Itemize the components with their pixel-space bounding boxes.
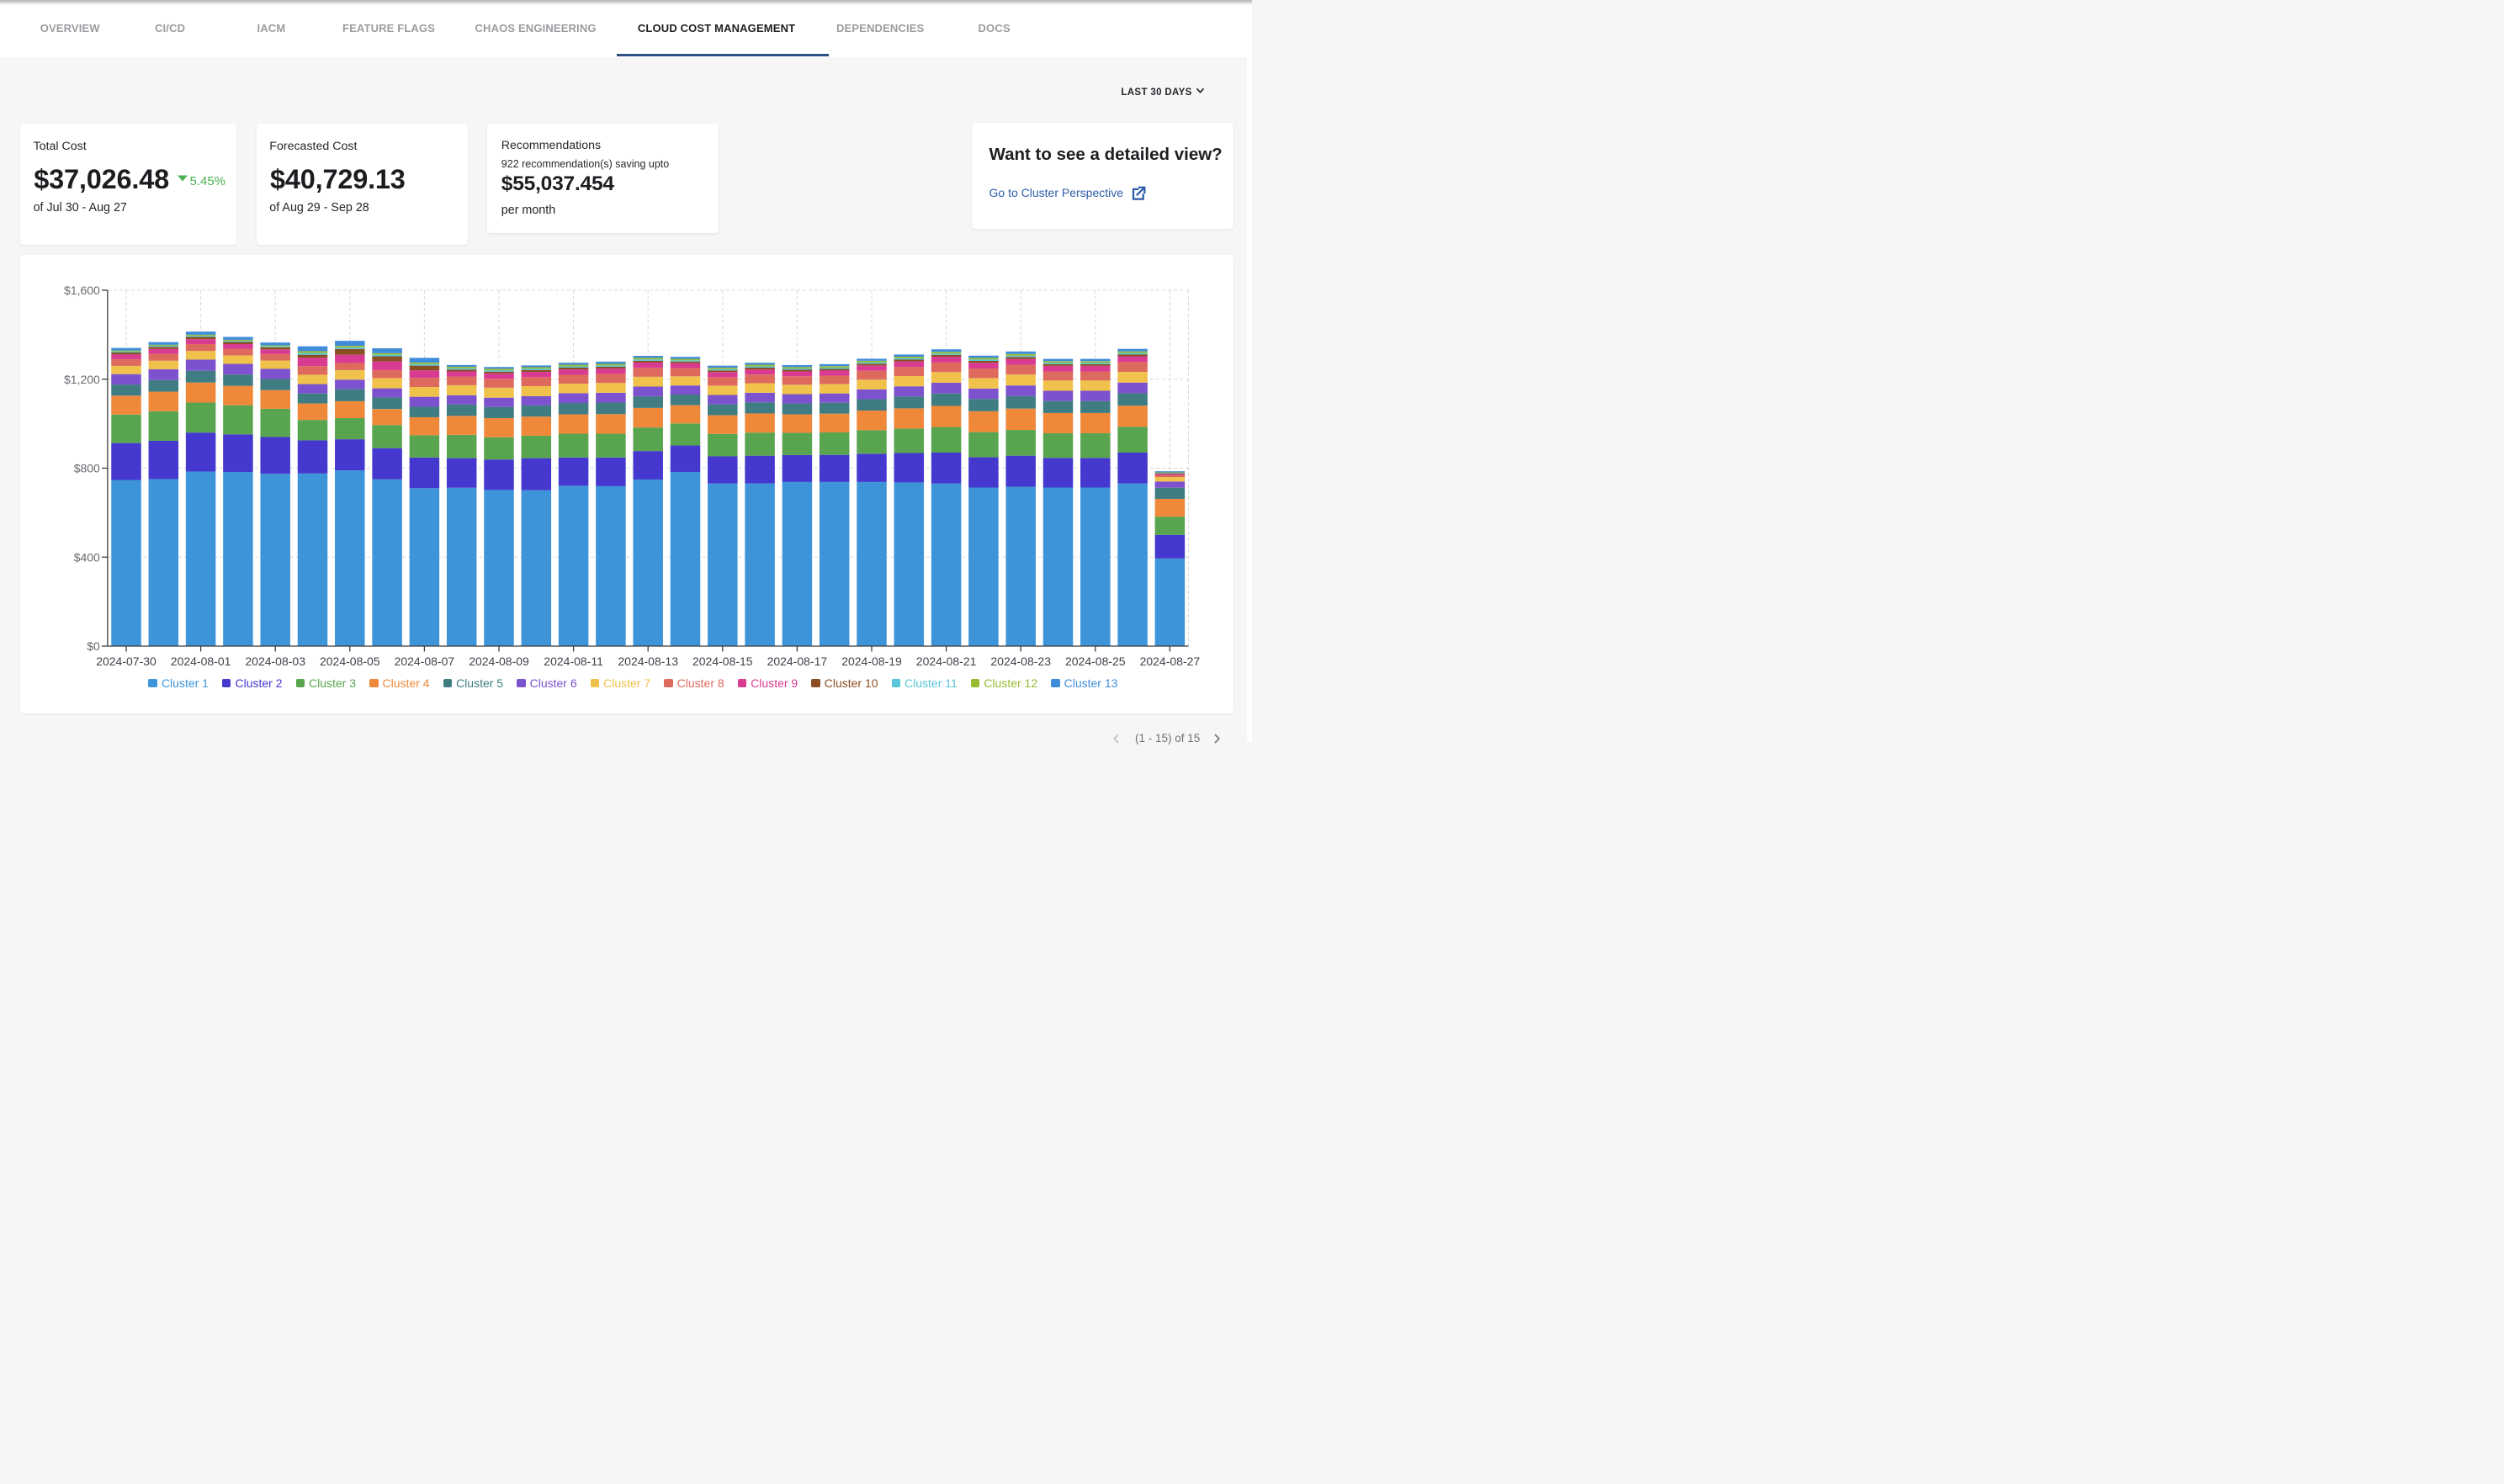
svg-text:2024-08-15: 2024-08-15	[692, 655, 752, 668]
svg-text:2024-07-30: 2024-07-30	[96, 655, 156, 668]
svg-text:$400: $400	[73, 550, 99, 564]
svg-text:$1,600: $1,600	[64, 284, 100, 297]
svg-text:2024-08-25: 2024-08-25	[1064, 655, 1125, 668]
svg-text:2024-08-03: 2024-08-03	[245, 655, 305, 668]
svg-text:2024-08-07: 2024-08-07	[394, 655, 454, 668]
svg-text:2024-08-13: 2024-08-13	[618, 655, 678, 668]
svg-text:$1,200: $1,200	[64, 373, 100, 386]
svg-text:2024-08-19: 2024-08-19	[841, 655, 902, 668]
svg-text:2024-08-21: 2024-08-21	[915, 655, 976, 668]
svg-text:2024-08-23: 2024-08-23	[990, 655, 1051, 668]
svg-text:2024-08-01: 2024-08-01	[170, 655, 231, 668]
svg-text:2024-08-27: 2024-08-27	[1139, 655, 1200, 668]
svg-text:$800: $800	[73, 462, 99, 475]
svg-text:2024-08-11: 2024-08-11	[544, 655, 603, 668]
svg-text:2024-08-05: 2024-08-05	[319, 655, 379, 668]
svg-text:2024-08-09: 2024-08-09	[469, 655, 529, 668]
svg-text:2024-08-17: 2024-08-17	[767, 655, 827, 668]
svg-text:$0: $0	[87, 639, 100, 653]
